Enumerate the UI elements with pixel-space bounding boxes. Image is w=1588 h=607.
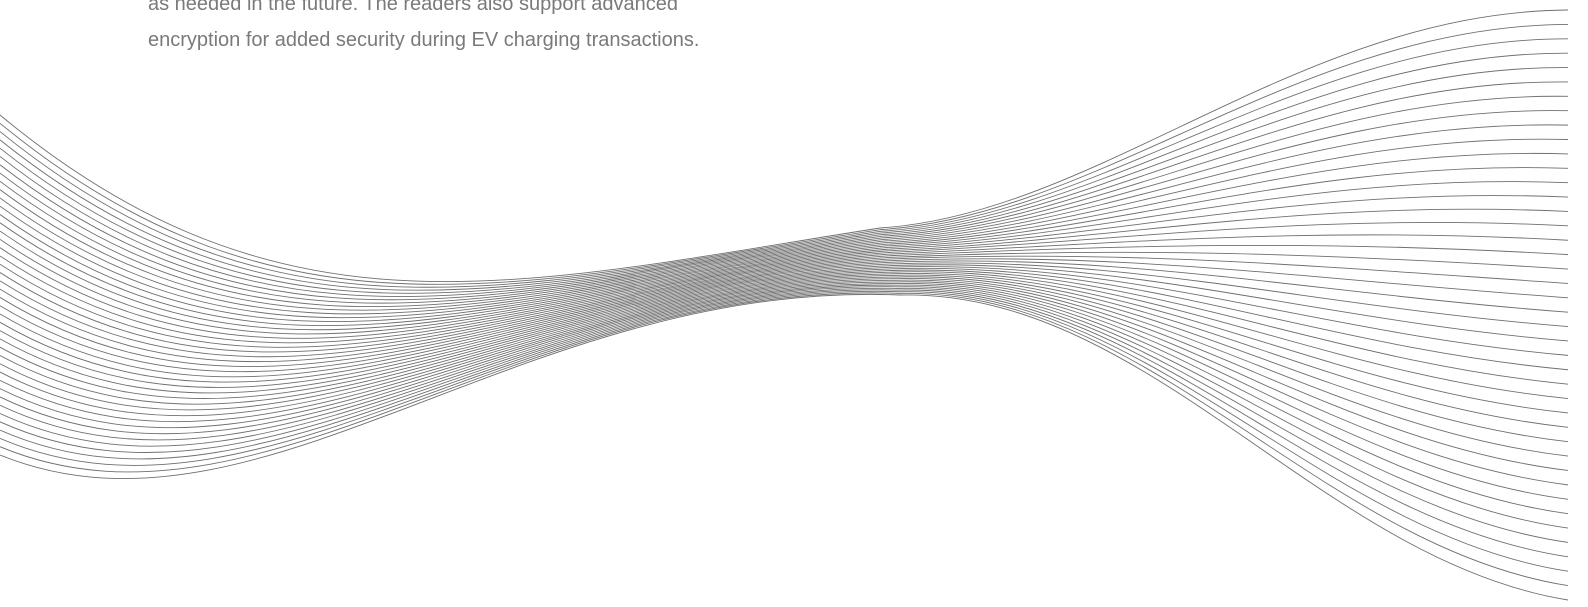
page: as needed in the future. The readers als… (0, 0, 1588, 607)
paragraph-line: as needed in the future. The readers als… (148, 0, 1048, 22)
wave-line (0, 293, 1568, 586)
wave-line (0, 277, 1568, 442)
wave-line (0, 278, 1568, 456)
wave-line (0, 291, 1568, 571)
wave-line (0, 24, 1568, 284)
wave-line (0, 287, 1568, 528)
wave-line (0, 111, 1568, 304)
wave-decoration (0, 0, 1588, 607)
paragraph-line: encryption for added security during EV … (148, 22, 1048, 58)
paragraph: as needed in the future. The readers als… (148, 0, 1048, 58)
